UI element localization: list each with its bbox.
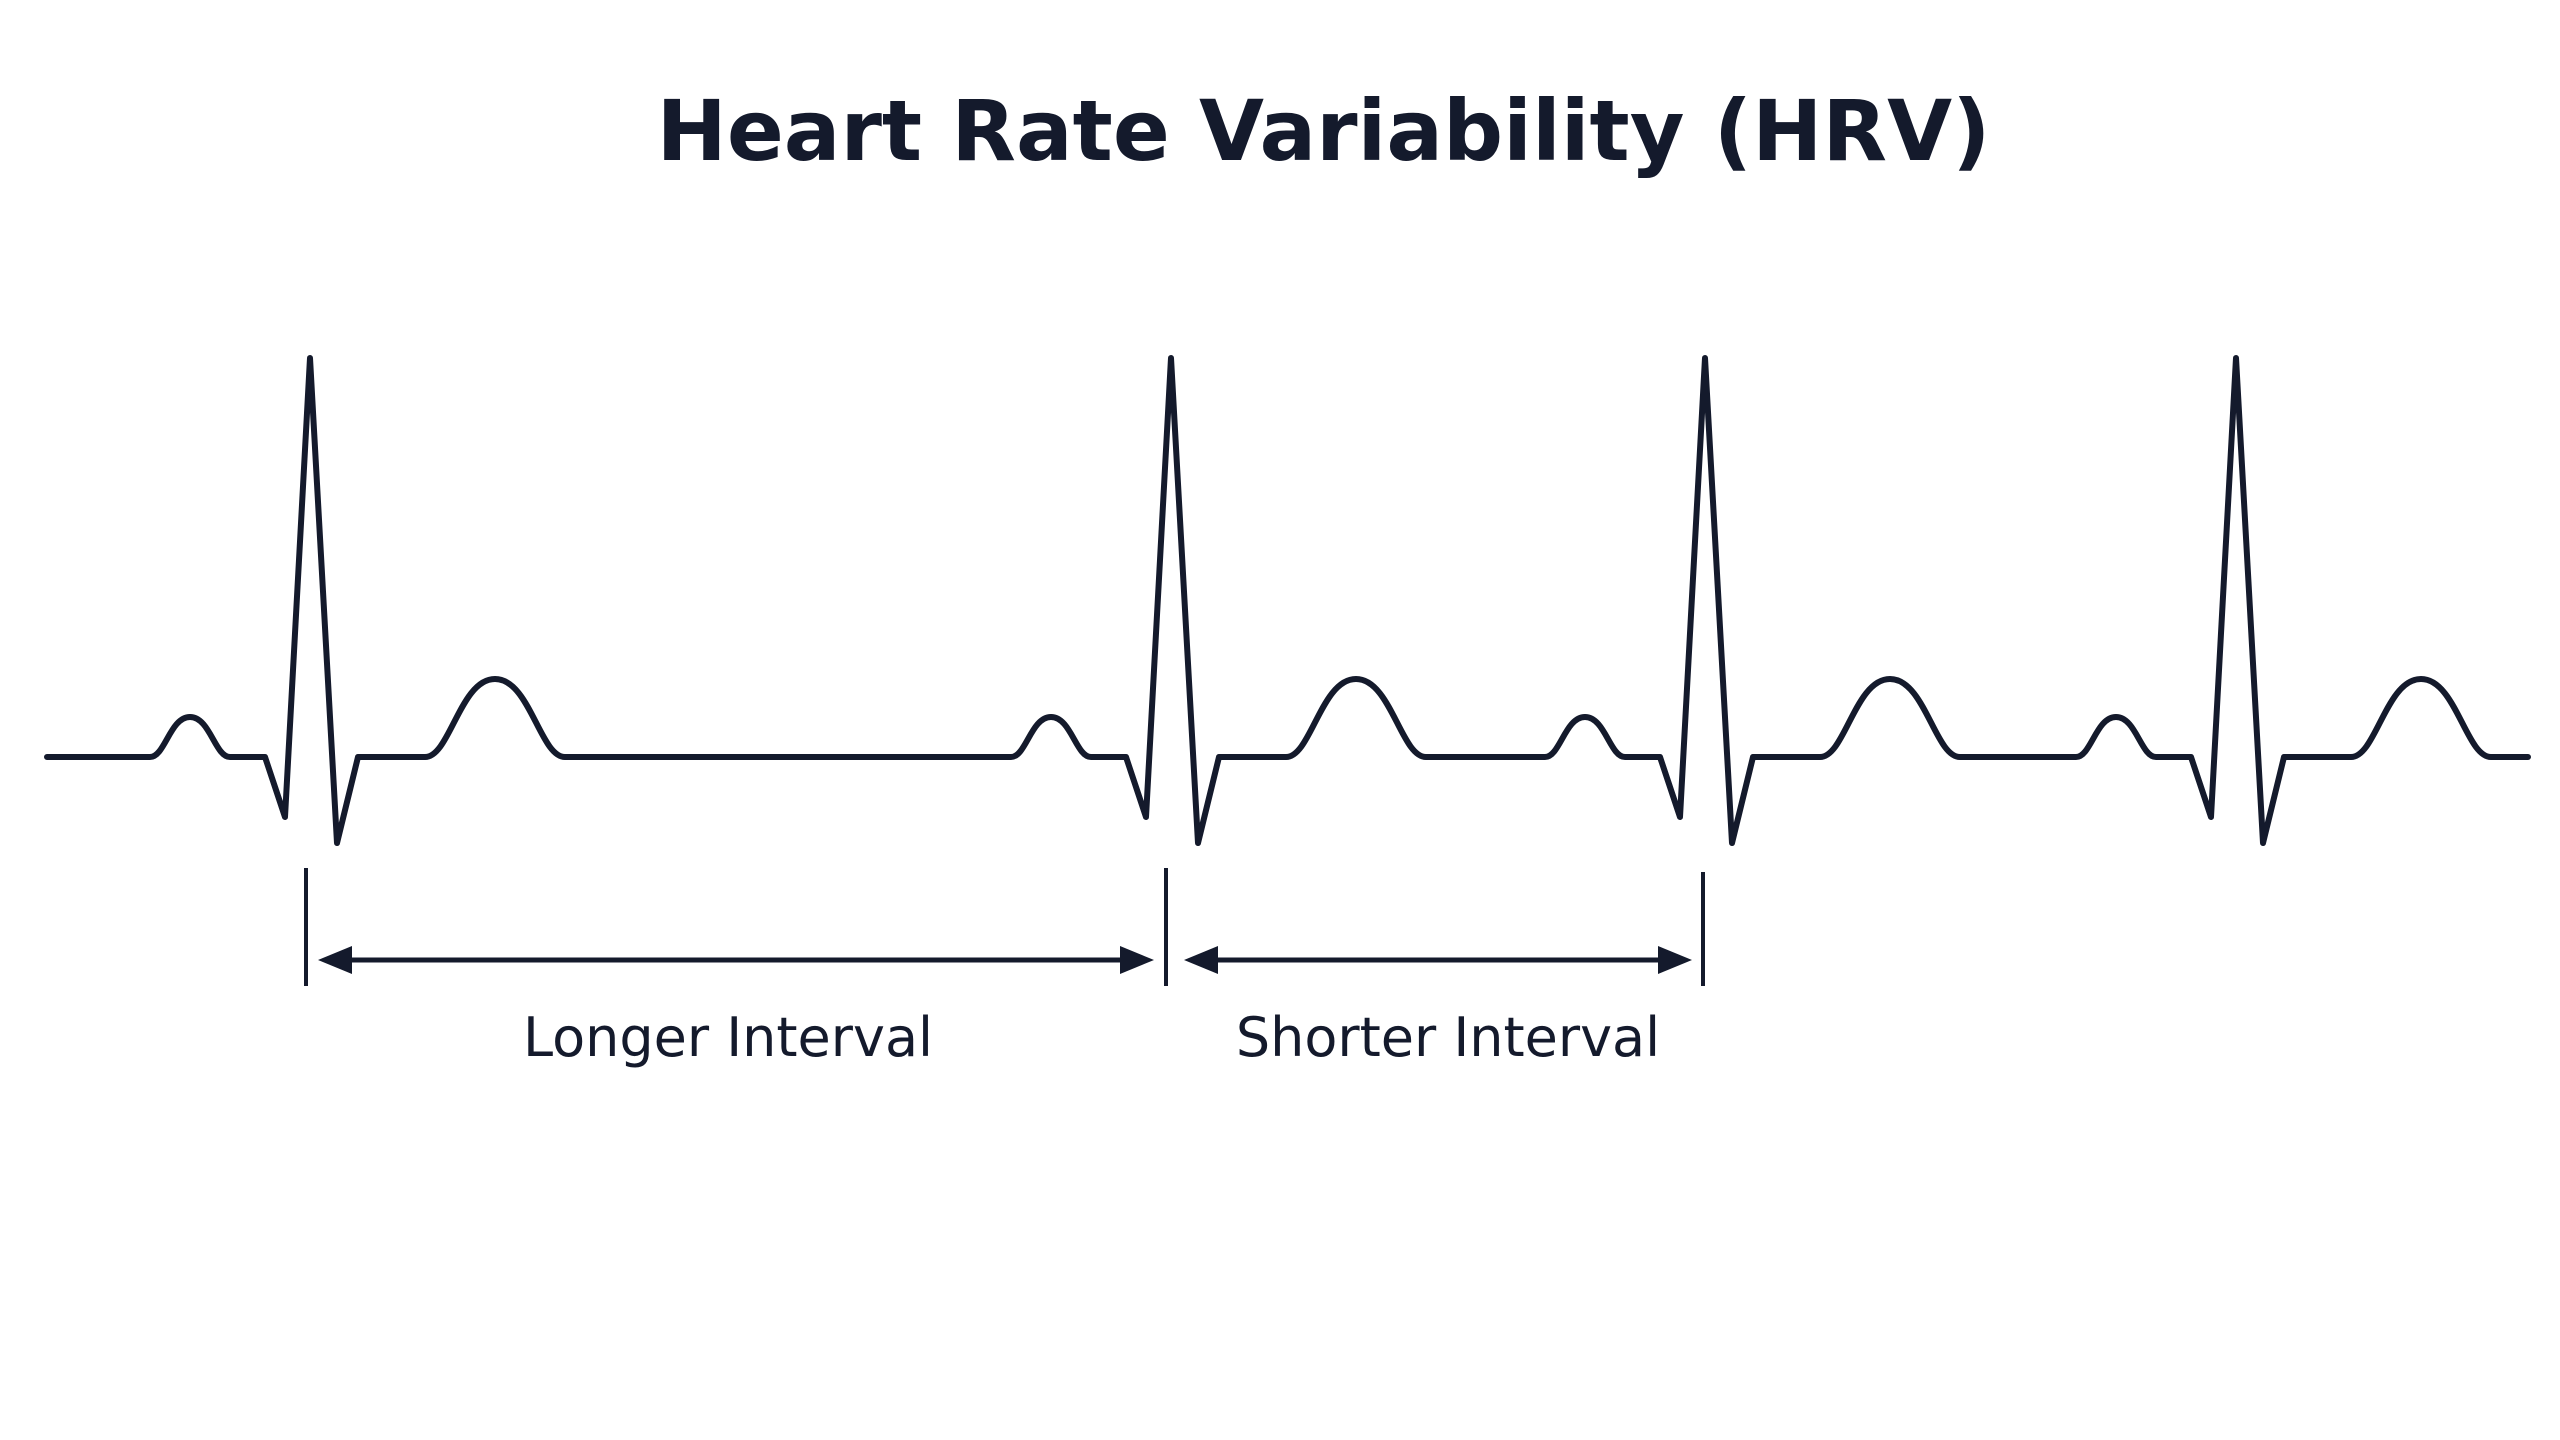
arrowhead-left-icon [318, 946, 352, 974]
ecg-waveform [44, 355, 2531, 846]
longer-interval-label: Longer Interval [522, 1006, 934, 1069]
shorter-interval-marker [1184, 872, 1705, 986]
page-title: Heart Rate Variability (HRV) [656, 82, 1991, 180]
arrowhead-right-icon [1120, 946, 1154, 974]
longer-interval-marker [304, 868, 1168, 986]
shorter-interval-label: Shorter Interval [1235, 1006, 1661, 1069]
arrowhead-right-icon [1658, 946, 1692, 974]
arrowhead-left-icon [1184, 946, 1218, 974]
